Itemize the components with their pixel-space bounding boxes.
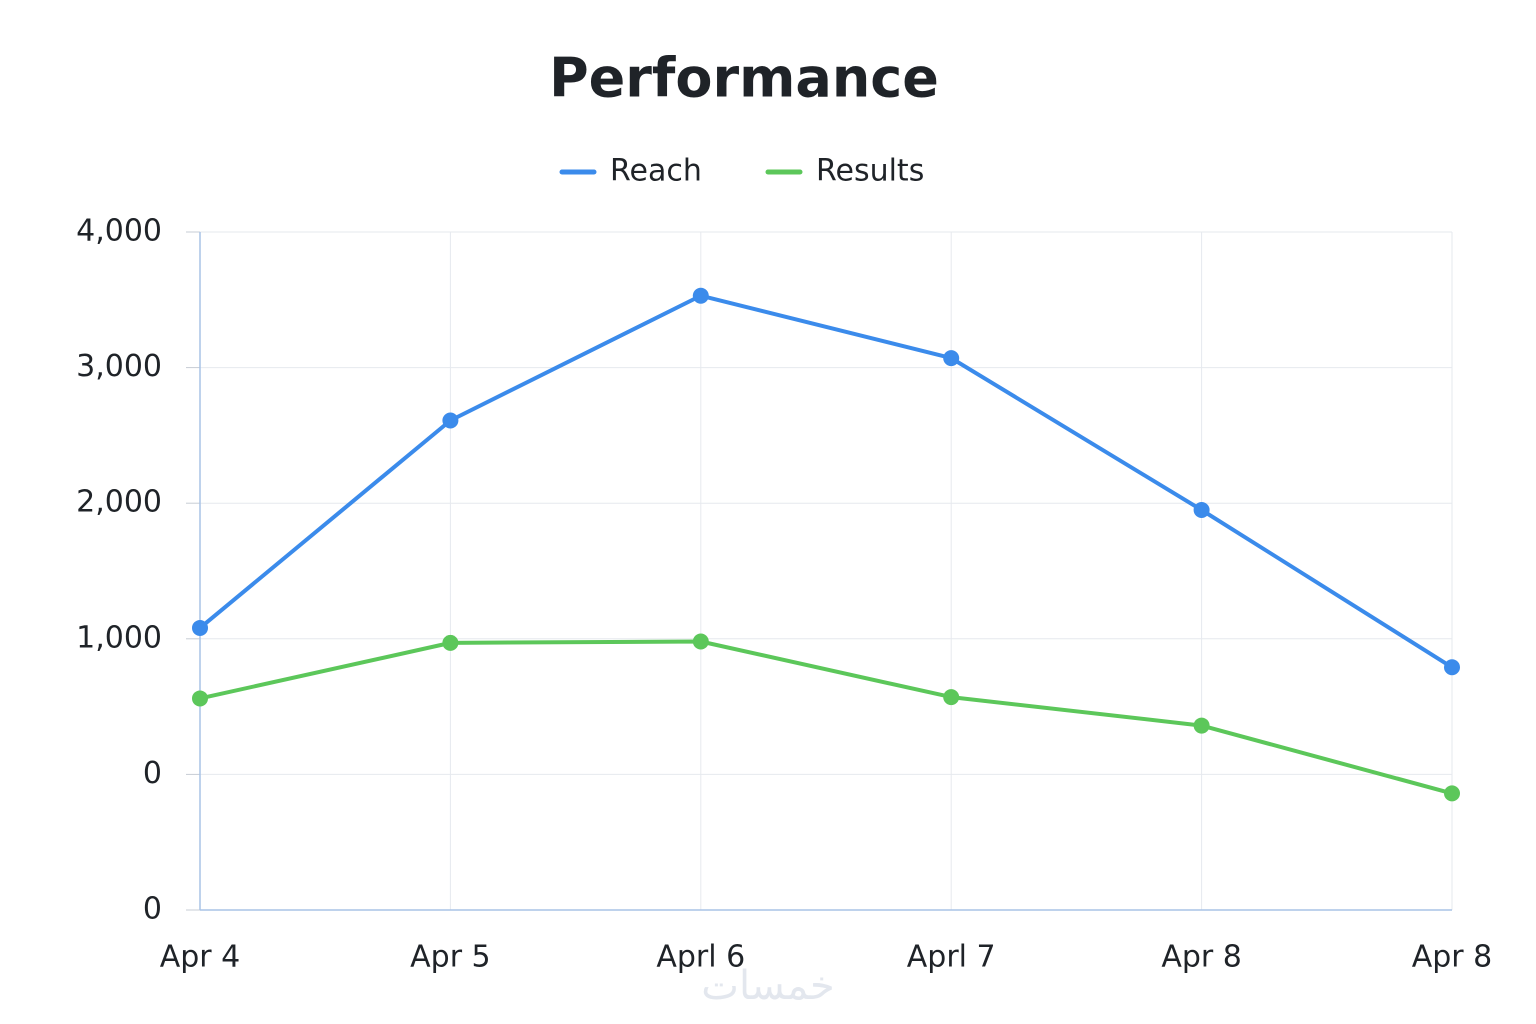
y-tick-label: 0 bbox=[143, 892, 162, 927]
y-tick-label: 3,000 bbox=[76, 349, 162, 384]
data-point bbox=[1444, 785, 1460, 802]
data-point bbox=[943, 350, 960, 367]
data-point bbox=[442, 634, 459, 651]
watermark: خمسات bbox=[701, 963, 834, 1009]
data-point bbox=[943, 689, 960, 706]
data-point bbox=[192, 619, 208, 636]
y-tick-label: 4,000 bbox=[76, 214, 162, 249]
x-tick-label: Aprl 6 bbox=[656, 940, 745, 975]
data-point bbox=[442, 412, 459, 429]
data-point bbox=[1444, 659, 1460, 676]
y-tick-label: 0 bbox=[143, 756, 162, 791]
x-tick-label: Apr 8 bbox=[1412, 940, 1493, 975]
x-tick-label: Apr 4 bbox=[160, 940, 241, 975]
data-point bbox=[1193, 501, 1210, 518]
y-tick-label: 2,000 bbox=[76, 485, 162, 520]
series-line bbox=[199, 639, 1453, 796]
series-line bbox=[198, 293, 1454, 669]
y-tick-label: 1,000 bbox=[76, 620, 162, 655]
data-point bbox=[692, 633, 709, 650]
data-point bbox=[692, 287, 709, 304]
legend-label: Results bbox=[816, 154, 924, 189]
x-tick-label: Apr 8 bbox=[1161, 940, 1242, 975]
chart-title: Performance bbox=[549, 47, 939, 110]
legend-label: Reach bbox=[610, 154, 702, 189]
data-point bbox=[192, 690, 208, 707]
x-tick-label: Apr 5 bbox=[410, 940, 491, 975]
data-point bbox=[1193, 717, 1210, 734]
x-tick-label: Aprl 7 bbox=[907, 940, 996, 975]
